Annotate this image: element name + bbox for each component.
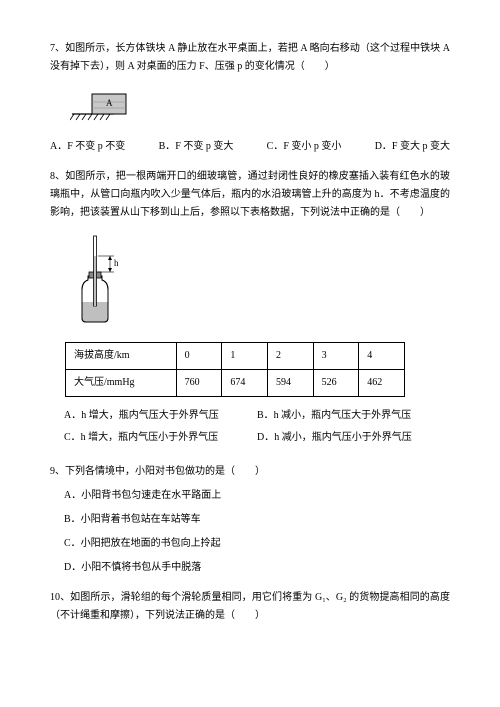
- q8-option-c: C．h 增大，瓶内气压小于外界气压: [64, 429, 257, 447]
- table-cell: 526: [313, 370, 359, 397]
- q7-figure: A: [70, 86, 450, 128]
- block-on-table-icon: A: [70, 86, 140, 128]
- bottle-tube-icon: h: [70, 232, 130, 332]
- table-cell: 1: [222, 343, 268, 370]
- q9-text: 9、下列各情境中，小阳对书包做功的是（ ）: [50, 463, 450, 481]
- table-cell: 2: [267, 343, 313, 370]
- q8-figure: h: [70, 232, 450, 332]
- question-10: 10、如图所示，滑轮组的每个滑轮质量相同，用它们将重为 G₁、G₂ 的货物提高相…: [50, 589, 450, 625]
- table-cell: 594: [267, 370, 313, 397]
- table-row: 海拔高度/km 0 1 2 3 4: [66, 343, 405, 370]
- q8-options: A．h 增大，瓶内气压大于外界气压 B．h 减小，瓶内气压大于外界气压 C．h …: [50, 407, 450, 451]
- q9-option-a: A．小阳背书包匀速走在水平路面上: [64, 487, 450, 505]
- q9-options: A．小阳背书包匀速走在水平路面上 B．小阳背着书包站在车站等车 C．小阳把放在地…: [50, 487, 450, 577]
- table-cell: 0: [176, 343, 222, 370]
- table-cell: 大气压/mmHg: [66, 370, 177, 397]
- table-cell: 4: [359, 343, 405, 370]
- table-cell: 海拔高度/km: [66, 343, 177, 370]
- table-cell: 760: [176, 370, 222, 397]
- q8-option-a: A．h 增大，瓶内气压大于外界气压: [64, 407, 257, 425]
- table-cell: 674: [222, 370, 268, 397]
- q7-option-b: B．F 不变 p 变大: [159, 138, 234, 156]
- table-cell: 3: [313, 343, 359, 370]
- q10-text: 10、如图所示，滑轮组的每个滑轮质量相同，用它们将重为 G₁、G₂ 的货物提高相…: [50, 589, 450, 625]
- q9-option-b: B．小阳背着书包站在车站等车: [64, 511, 450, 529]
- table-row: 大气压/mmHg 760 674 594 526 462: [66, 370, 405, 397]
- q7-options: A．F 不变 p 不变 B．F 不变 p 变大 C．F 变小 p 变小 D．F …: [50, 138, 450, 156]
- q8-option-d: D．h 减小，瓶内气压小于外界气压: [257, 429, 450, 447]
- q9-option-d: D．小阳不慎将书包从手中脱落: [64, 559, 450, 577]
- question-8: 8、如图所示，把一根两端开口的细玻璃管，通过封闭性良好的橡皮塞插入装有红色水的玻…: [50, 168, 450, 451]
- q8-text: 8、如图所示，把一根两端开口的细玻璃管，通过封闭性良好的橡皮塞插入装有红色水的玻…: [50, 168, 450, 222]
- q8-table: 海拔高度/km 0 1 2 3 4 大气压/mmHg 760 674 594 5…: [65, 342, 405, 397]
- q7-option-c: C．F 变小 p 变小: [267, 138, 342, 156]
- q8-option-b: B．h 减小，瓶内气压大于外界气压: [257, 407, 450, 425]
- question-9: 9、下列各情境中，小阳对书包做功的是（ ） A．小阳背书包匀速走在水平路面上 B…: [50, 463, 450, 577]
- svg-text:A: A: [106, 98, 113, 108]
- q9-option-c: C．小阳把放在地面的书包向上拎起: [64, 535, 450, 553]
- q7-text: 7、如图所示，长方体铁块 A 静止放在水平桌面上，若把 A 略向右移动（这个过程…: [50, 40, 450, 76]
- question-7: 7、如图所示，长方体铁块 A 静止放在水平桌面上，若把 A 略向右移动（这个过程…: [50, 40, 450, 156]
- q7-option-a: A．F 不变 p 不变: [50, 138, 125, 156]
- svg-text:h: h: [114, 258, 119, 268]
- q7-option-d: D．F 变大 p 变大: [375, 138, 450, 156]
- table-cell: 462: [359, 370, 405, 397]
